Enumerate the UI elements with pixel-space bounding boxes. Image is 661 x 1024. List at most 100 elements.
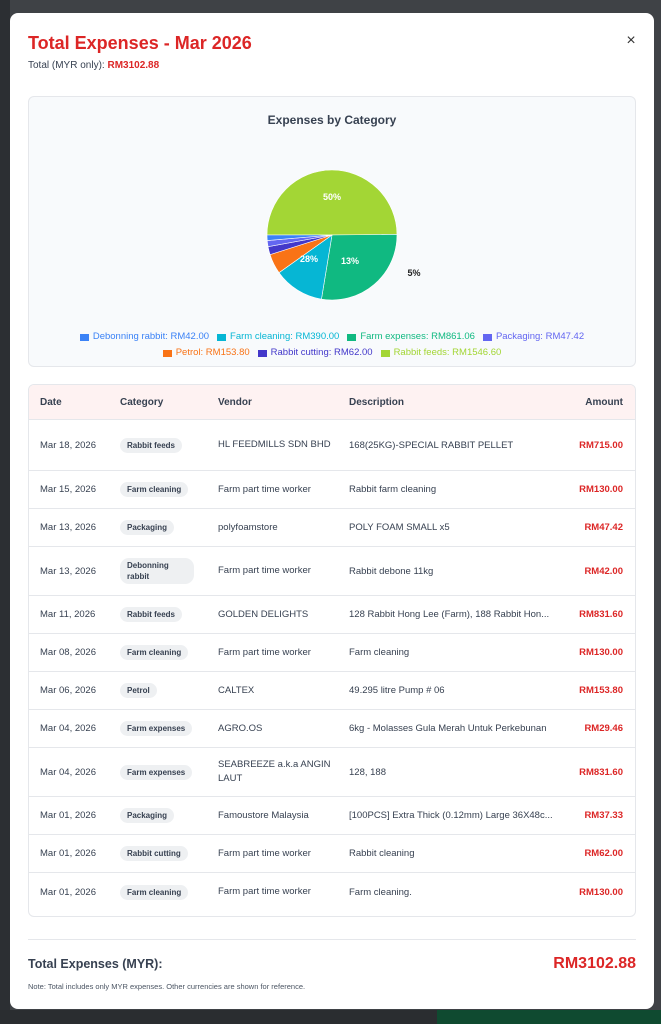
cell-description: POLY FOAM SMALL x5: [349, 522, 450, 533]
cell-category-text: Farm cleaning: [120, 884, 189, 900]
table-row: Mar 06, 2026 Petrol CALTEX 49.295 litre Pum…: [29, 672, 635, 710]
cell-vendor: Farm part time worker: [218, 646, 311, 658]
cell-vendor: SEABREEZE a.k.a ANGIN LAUT: [218, 759, 331, 784]
legend-item[interactable]: Debonning rabbit: RM42.00: [79, 329, 210, 345]
cell-date: Mar 04, 2026: [40, 723, 96, 734]
header-vendor: Vendor: [218, 397, 252, 408]
cell-category-text: Packaging: [120, 520, 175, 535]
pie-slice-debonning-rabbit[interactable]: [266, 234, 333, 241]
legend-label: Petrol: RM153.80: [175, 347, 250, 358]
cell-vendor: Farm part time worker: [218, 886, 311, 897]
cell-description: Rabbit cleaning: [349, 848, 415, 859]
cell-amount: RM153.80: [579, 685, 623, 696]
cell-date: Mar 06, 2026: [40, 685, 96, 696]
legend-row: Debonning rabbit: RM42.00 Farm cleaning: …: [29, 329, 635, 345]
cell-category: Farm cleaning: [120, 482, 189, 497]
table-row: Mar 15, 2026 Farm cleaning Farm part time …: [29, 471, 635, 509]
pie-slice-rabbit-feeds[interactable]: [266, 169, 398, 236]
pie-slice-label: 5%: [407, 268, 420, 278]
table-header: Date Category Vendor Description Amount: [29, 385, 635, 420]
cell-category-text: Debonning rabbit: [120, 558, 194, 584]
cell-vendor: HL FEEDMILLS SDN BHD: [218, 439, 331, 450]
cell-amount: RM130.00: [579, 886, 623, 898]
cell-category: Rabbit cutting: [120, 846, 188, 861]
cell-description: 49.295 litre Pump # 06: [349, 685, 445, 696]
legend-item[interactable]: Rabbit cutting: RM62.00: [257, 345, 373, 361]
cell-date: Mar 04, 2026: [40, 766, 96, 778]
cell-category-text: Farm cleaning: [120, 645, 189, 660]
chart-legend: Debonning rabbit: RM42.00 Farm cleaning: …: [29, 329, 635, 361]
legend-item[interactable]: Farm expenses: RM861.06: [347, 329, 475, 345]
legend-item[interactable]: Petrol: RM153.80: [162, 345, 250, 361]
cell-description: 128 Rabbit Hong Lee (Farm), 188 Rabbit H…: [349, 609, 550, 620]
cell-date: Mar 13, 2026: [40, 522, 96, 533]
expenses-modal: × Total Expenses - Mar 2026 Total (MYR o…: [10, 13, 654, 1009]
cell-vendor: Farm part time worker: [218, 483, 311, 495]
cell-date: Mar 13, 2026: [40, 565, 96, 577]
chart-title: Expenses by Category: [267, 113, 397, 127]
cell-vendor: AGRO.OS: [218, 722, 263, 734]
cell-category-text: Farm expenses: [120, 721, 193, 736]
cell-vendor: Farm part time worker: [218, 847, 311, 859]
legend-item[interactable]: Rabbit feeds: RM1546.60: [380, 345, 502, 361]
cell-description: Farm cleaning: [349, 647, 410, 658]
cell-amount: RM42.00: [584, 565, 623, 577]
table-row: Mar 18, 2026 Rabbit feeds HL FEEDMILLS SDN…: [29, 420, 635, 471]
cell-date: Mar 01, 2026: [40, 848, 96, 859]
table-row: Mar 01, 2026 Farm cleaning Farm part time …: [29, 873, 635, 911]
legend-row: Petrol: RM153.80 Rabbit cutting: RM62.00 R…: [29, 345, 635, 361]
cell-date: Mar 08, 2026: [40, 647, 96, 658]
close-icon[interactable]: ×: [626, 32, 636, 49]
cell-category: Farm expenses: [120, 764, 193, 780]
table-row: Mar 01, 2026 Packaging Famoustore Malaysia…: [29, 797, 635, 835]
cell-category-text: Farm expenses: [120, 764, 193, 780]
cell-vendor: Famoustore Malaysia: [218, 809, 309, 821]
cell-category: Farm cleaning: [120, 884, 189, 900]
cell-description: [100PCS] Extra Thick (0.12mm) Large 36X4…: [349, 810, 553, 821]
cell-category-text: Rabbit cutting: [120, 846, 188, 861]
table-row: Mar 08, 2026 Farm cleaning Farm part time …: [29, 634, 635, 672]
cell-description: Rabbit farm cleaning: [349, 484, 437, 495]
cell-description: 168(25KG)-SPECIAL RABBIT PELLET: [349, 439, 514, 451]
cell-category: Rabbit feeds: [120, 607, 183, 622]
legend-label: Rabbit cutting: RM62.00: [270, 347, 373, 358]
header-amount: Amount: [585, 397, 623, 408]
cell-amount: RM831.60: [579, 766, 623, 778]
cell-date: Mar 01, 2026: [40, 810, 96, 821]
cell-description: 6kg - Molasses Gula Merah Untuk Perkebun…: [349, 723, 547, 734]
subtitle-value: RM3102.88: [107, 60, 160, 71]
cell-date: Mar 18, 2026: [40, 439, 96, 451]
cell-category-text: Rabbit feeds: [120, 437, 183, 453]
cell-date: Mar 11, 2026: [40, 609, 96, 620]
pie-chart: 50% 28% 13% 5%: [266, 169, 421, 301]
modal-subtitle: Total (MYR only): RM3102.88: [28, 60, 159, 71]
legend-swatch: [162, 349, 172, 357]
cell-description: Rabbit debone 11kg: [349, 565, 434, 577]
legend-label: Debonning rabbit: RM42.00: [92, 331, 210, 342]
legend-swatch: [217, 333, 227, 341]
pie-slice-farm-expenses[interactable]: [321, 234, 398, 301]
chart-card: Expenses by Category 50% 28% 13% 5% Debonni…: [28, 96, 636, 367]
cell-vendor: Farm part time worker: [218, 565, 311, 576]
cell-amount: RM831.60: [579, 609, 623, 620]
legend-item[interactable]: Packaging: RM47.42: [482, 329, 585, 345]
legend-label: Packaging: RM47.42: [495, 331, 585, 342]
background-bottom: [0, 1010, 661, 1024]
pie-slice-label: 50%: [323, 192, 341, 202]
background-left: [0, 0, 10, 1024]
cell-category-text: Farm cleaning: [120, 482, 189, 497]
cell-amount: RM62.00: [584, 848, 623, 859]
cell-amount: RM130.00: [579, 647, 623, 658]
table-row: Mar 04, 2026 Farm expenses AGRO.OS 6kg - Mo…: [29, 710, 635, 748]
total-value: RM3102.88: [553, 955, 636, 972]
total-label: Total Expenses (MYR):: [28, 957, 163, 971]
cell-vendor: GOLDEN DELIGHTS: [218, 608, 309, 620]
cell-amount: RM47.42: [584, 522, 623, 533]
cell-category-text: Petrol: [120, 683, 157, 698]
cell-date: Mar 15, 2026: [40, 484, 96, 495]
pie-slice-label: 13%: [341, 256, 359, 266]
legend-label: Rabbit feeds: RM1546.60: [393, 347, 502, 358]
legend-item[interactable]: Farm cleaning: RM390.00: [217, 329, 339, 345]
cell-amount: RM715.00: [579, 439, 623, 451]
cell-date: Mar 01, 2026: [40, 886, 96, 898]
